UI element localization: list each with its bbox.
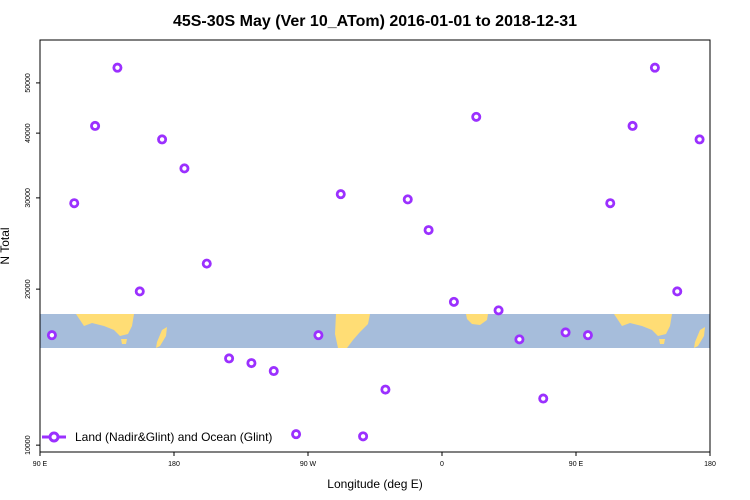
data-point: [201, 258, 212, 269]
y-axis: 10000 20000 30000 40000 50000: [25, 73, 40, 455]
data-point: [291, 429, 302, 440]
legend-marker-icon: [48, 431, 60, 443]
tasmania-landmass: [121, 339, 127, 344]
data-point: [627, 120, 638, 131]
data-point: [471, 111, 482, 122]
y-tick-label: 40000: [25, 123, 32, 143]
data-point: [224, 353, 235, 364]
data-point: [90, 120, 101, 131]
data-point: [448, 296, 459, 307]
data-point: [268, 366, 279, 377]
data-point: [560, 327, 571, 338]
data-point: [112, 62, 123, 73]
legend-label: Land (Nadir&Glint) and Ocean (Glint): [75, 430, 272, 444]
data-point: [582, 330, 593, 341]
australia-landmass: [76, 314, 134, 336]
australia-landmass-repeat: [614, 314, 672, 336]
y-tick-label: 50000: [25, 73, 32, 93]
data-point: [538, 393, 549, 404]
africa-landmass: [466, 314, 488, 325]
plot-frame: [39, 39, 711, 453]
data-point: [69, 198, 80, 209]
data-point: [514, 334, 525, 345]
data-point: [402, 194, 413, 205]
data-point: [423, 225, 434, 236]
chart-title: 45S-30S May (Ver 10_ATom) 2016-01-01 to …: [173, 13, 577, 30]
new-zealand-landmass: [156, 327, 167, 348]
x-tick-label: 90 E: [569, 461, 584, 468]
x-tick-label: 90 W: [300, 461, 317, 468]
data-point: [313, 330, 324, 341]
tasmania-landmass-repeat: [659, 339, 665, 344]
data-point: [46, 330, 57, 341]
legend: Land (Nadir&Glint) and Ocean (Glint): [42, 430, 272, 444]
x-tick-label: 180: [704, 461, 716, 468]
data-point: [179, 163, 190, 174]
data-point: [157, 134, 168, 145]
y-tick-label: 30000: [25, 188, 32, 208]
y-tick-label: 20000: [25, 279, 32, 299]
data-point: [246, 358, 257, 369]
data-point: [358, 431, 369, 442]
x-axis-label: Longitude (deg E): [327, 477, 422, 491]
data-point: [672, 286, 683, 297]
data-point: [493, 305, 504, 316]
data-point: [694, 134, 705, 145]
x-tick-label: 180: [168, 461, 180, 468]
south-america-landmass: [335, 314, 370, 348]
x-tick-label: 0: [440, 461, 444, 468]
ocean-band: [40, 314, 710, 348]
data-points: [46, 62, 705, 442]
data-point: [380, 384, 391, 395]
map-band: [40, 314, 710, 348]
x-tick-label: 90 E: [33, 461, 48, 468]
y-axis-label: N Total: [0, 227, 12, 264]
data-point: [335, 189, 346, 200]
data-point: [649, 62, 660, 73]
data-point: [605, 198, 616, 209]
new-zealand-landmass-repeat: [694, 327, 705, 348]
data-point: [134, 286, 145, 297]
x-axis: 90 E 180 90 W 0 90 E 180: [33, 452, 716, 468]
y-tick-label: 10000: [25, 435, 32, 455]
